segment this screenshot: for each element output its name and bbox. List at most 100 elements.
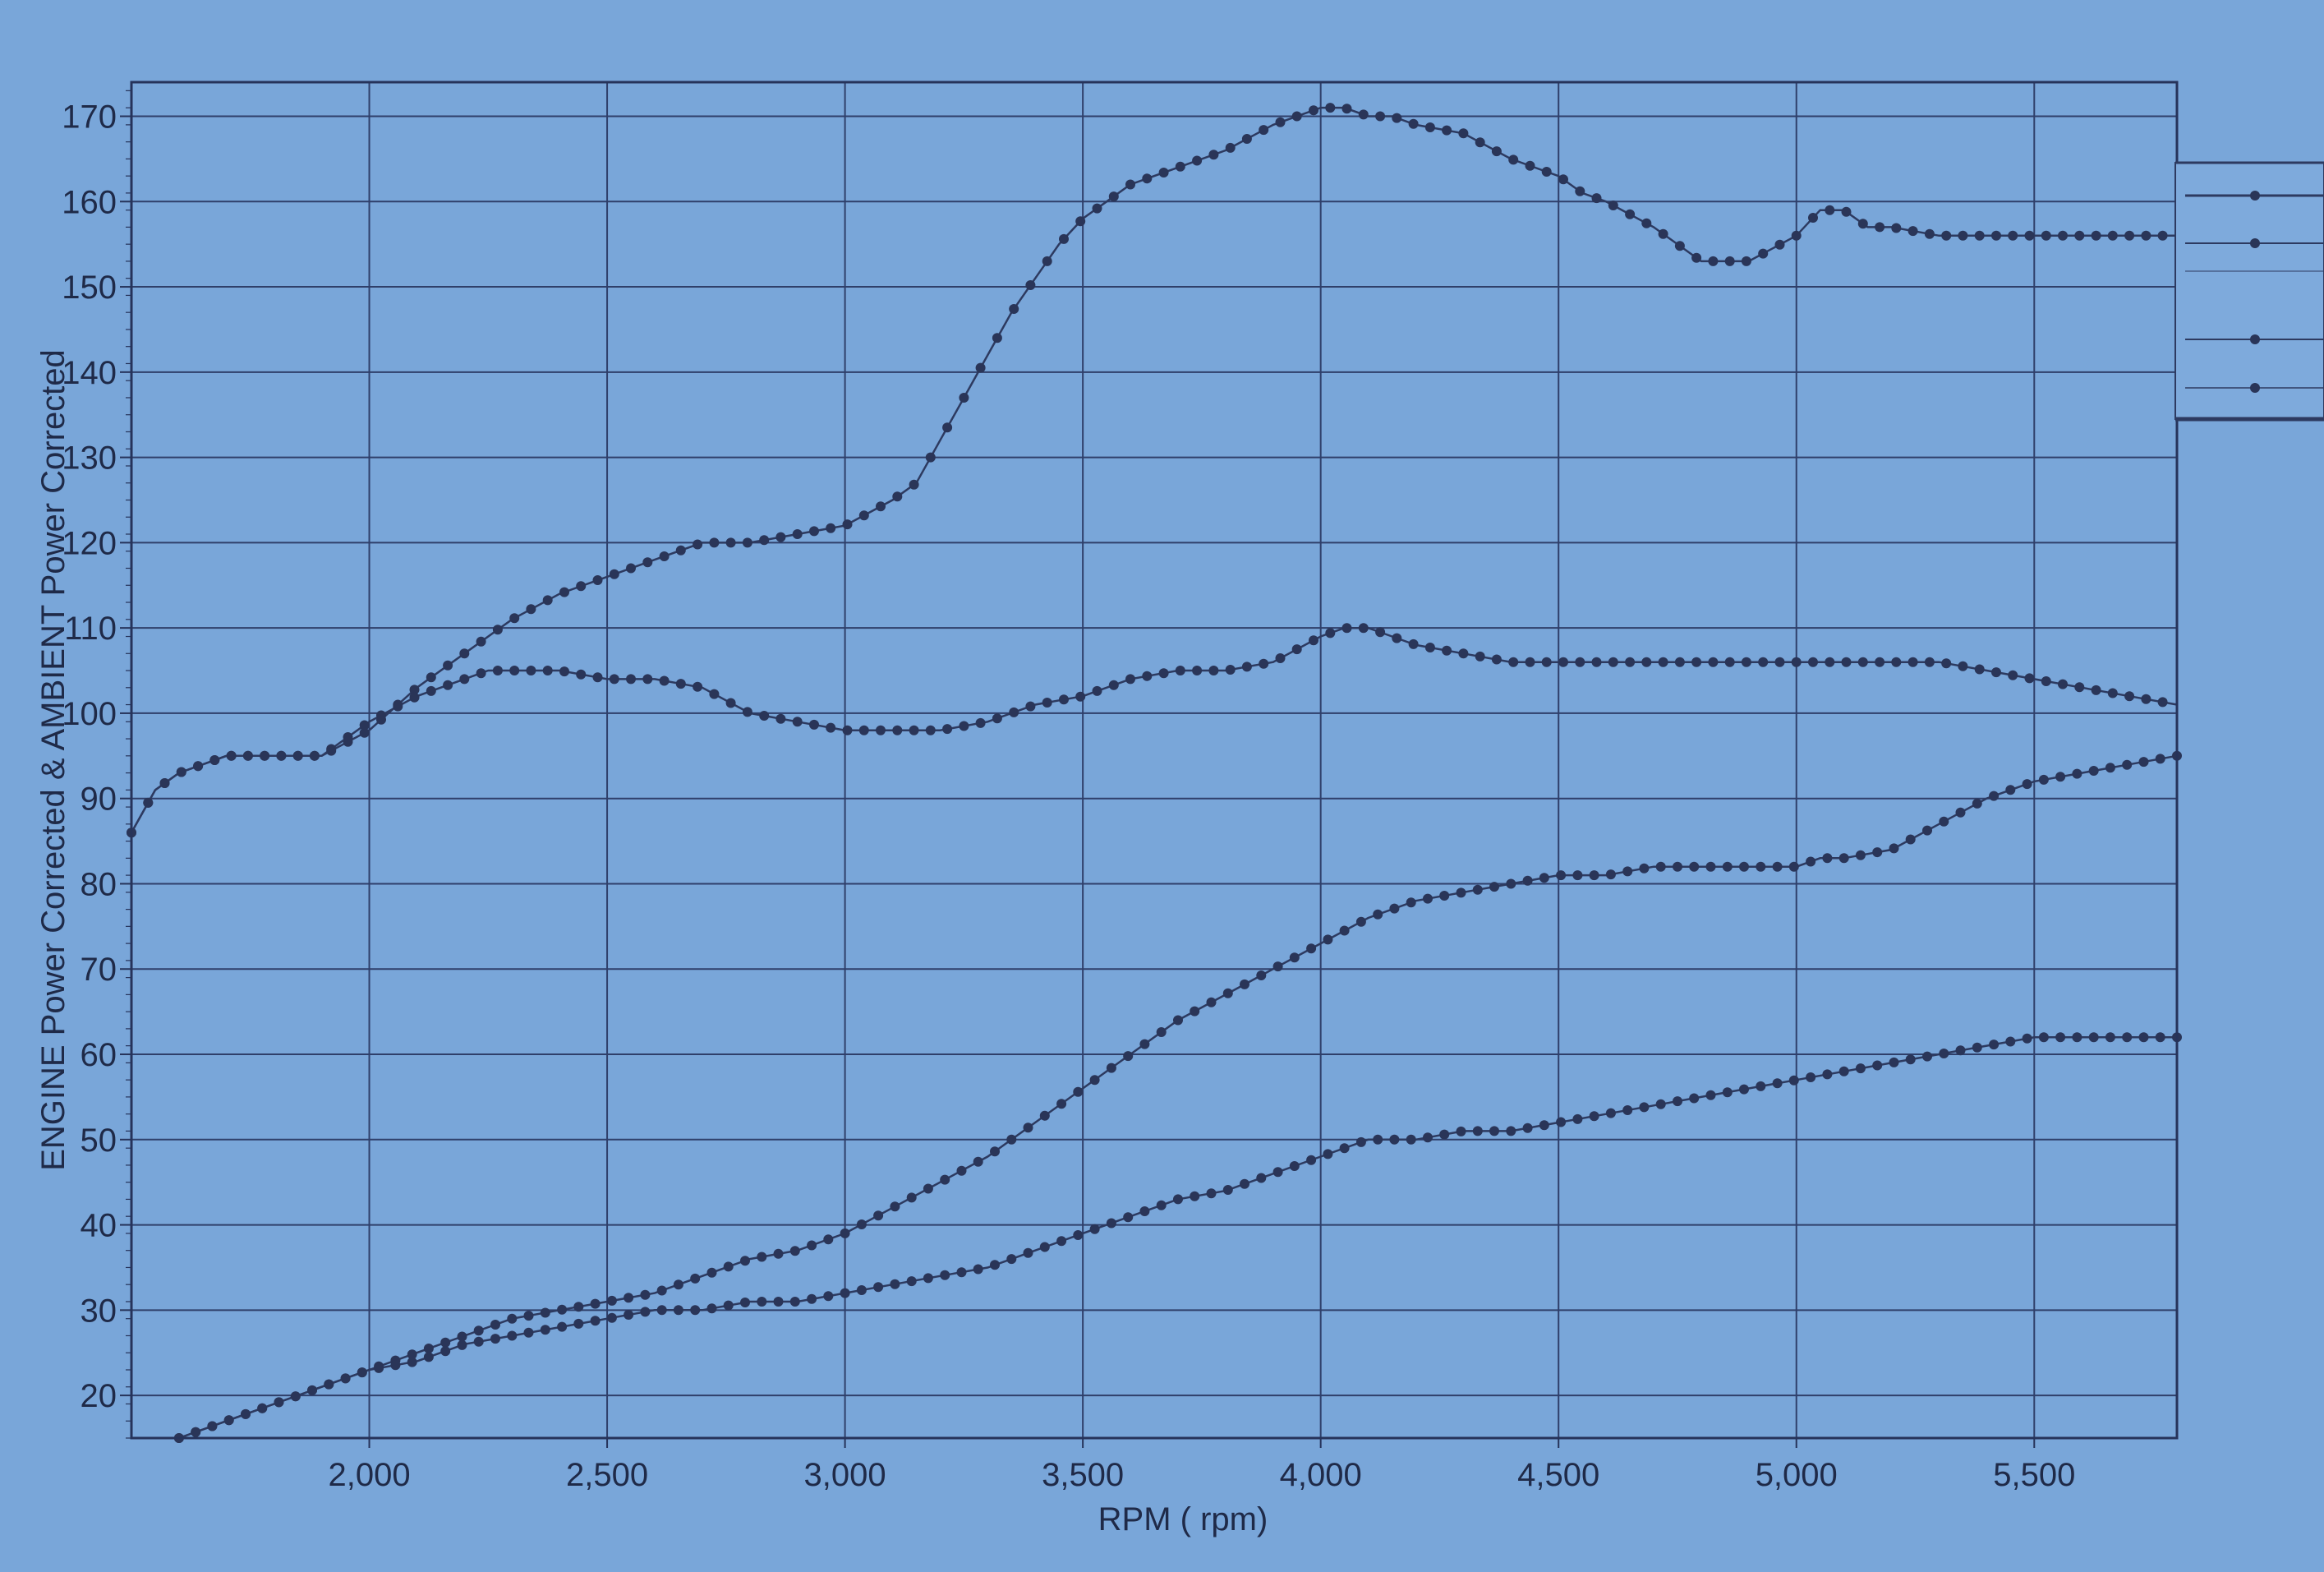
- series-2-point: [1591, 657, 1602, 667]
- series-3-point: [1989, 791, 2000, 801]
- series-3-point: [2055, 772, 2066, 782]
- series-4-point: [1972, 1042, 1982, 1053]
- y-tick-label: 80: [81, 866, 117, 902]
- series-3-point: [856, 1219, 867, 1229]
- series-4-point: [1989, 1040, 2000, 1050]
- series-4-point: [407, 1357, 417, 1367]
- series-2-point: [1841, 657, 1852, 667]
- series-3-point: [473, 1325, 484, 1336]
- series-4-point: [2038, 1032, 2049, 1043]
- series-1-point: [909, 479, 919, 490]
- series-3-point: [1339, 925, 1350, 936]
- series-4-point: [340, 1373, 351, 1384]
- series-3-point: [1089, 1075, 1100, 1086]
- series-4-point: [507, 1330, 518, 1341]
- series-4-point: [640, 1307, 651, 1317]
- series-1-point: [1608, 201, 1618, 210]
- series-4-point: [656, 1305, 667, 1316]
- series-1-point: [2141, 230, 2151, 241]
- legend-marker-4: [2250, 383, 2260, 393]
- series-4-point: [390, 1360, 401, 1371]
- series-4-point: [823, 1291, 834, 1302]
- series-4-point: [1373, 1134, 1383, 1145]
- series-4-point: [1622, 1105, 1633, 1115]
- series-2-point: [2124, 691, 2135, 702]
- series-2-point: [492, 666, 503, 675]
- series-1-point: [693, 539, 703, 550]
- series-1-point: [1475, 137, 1485, 148]
- series-3-point: [1822, 853, 1833, 864]
- series-1-point: [892, 491, 903, 502]
- series-4-point: [1855, 1063, 1866, 1074]
- series-4-point: [940, 1270, 950, 1280]
- series-2-point: [2074, 682, 2085, 693]
- series-2-point: [1908, 657, 1918, 667]
- series-2-point: [1674, 657, 1685, 667]
- series-3-point: [1240, 979, 1249, 989]
- series-2-point: [809, 719, 819, 730]
- series-1-point: [975, 362, 986, 373]
- series-1-point: [1259, 125, 1269, 136]
- series-3-point: [1705, 861, 1716, 872]
- series-1-point: [559, 587, 569, 597]
- series-4-point: [573, 1318, 584, 1329]
- series-3-point: [624, 1293, 634, 1303]
- series-2-point: [1558, 657, 1568, 667]
- series-2-point: [1475, 651, 1485, 662]
- series-4-point: [807, 1293, 817, 1304]
- series-4-point: [374, 1362, 384, 1373]
- series-4-point: [1639, 1102, 1650, 1113]
- y-tick-label: 140: [62, 355, 117, 391]
- series-3-point: [1639, 863, 1650, 874]
- series-3-point: [940, 1174, 950, 1185]
- series-3-point: [1572, 870, 1583, 881]
- series-1-point: [842, 519, 853, 530]
- series-4-point: [191, 1427, 201, 1437]
- series-2-point: [1108, 680, 1119, 690]
- series-4-point: [2088, 1032, 2099, 1043]
- series-3-point: [1905, 834, 1916, 845]
- series-4-point: [673, 1305, 683, 1316]
- series-3-point: [1039, 1110, 1050, 1121]
- series-1-point: [809, 526, 819, 537]
- series-1-point: [542, 595, 553, 606]
- series-1-point: [1691, 252, 1702, 263]
- series-1-point: [359, 727, 370, 738]
- series-1-point: [1009, 304, 1019, 314]
- series-3-point: [1306, 943, 1317, 954]
- series-1-point: [1408, 118, 1419, 129]
- legend-marker-2: [2250, 238, 2260, 248]
- series-1-point: [1208, 150, 1219, 160]
- series-1-point: [1442, 125, 1452, 136]
- series-4-point: [324, 1379, 334, 1390]
- series-1-point: [1309, 105, 1318, 116]
- series-2-point: [1808, 657, 1818, 667]
- series-2-point: [858, 725, 869, 735]
- series-3-point: [1539, 873, 1549, 883]
- series-4-point: [2105, 1032, 2115, 1043]
- series-3-point: [1123, 1051, 1134, 1062]
- series-1-point: [1958, 230, 1968, 241]
- series-2-point: [959, 721, 969, 731]
- series-3-point: [1806, 856, 1816, 867]
- series-2-point: [1875, 657, 1885, 667]
- series-4-point: [207, 1421, 218, 1431]
- series-4-point: [890, 1279, 900, 1289]
- series-4-point: [1073, 1230, 1084, 1240]
- series-3-point: [1256, 970, 1267, 980]
- y-tick-label: 20: [81, 1378, 117, 1414]
- series-1-point: [792, 529, 803, 539]
- series-3-point: [423, 1344, 434, 1353]
- y-tick-label: 100: [62, 696, 117, 732]
- series-2-point: [775, 713, 786, 724]
- series-3-point: [457, 1331, 467, 1342]
- series-3-point: [740, 1256, 750, 1266]
- legend-entry-series-1: [2185, 191, 2324, 201]
- legend-entry-series-4: [2185, 383, 2324, 393]
- series-2-point: [1341, 623, 1352, 634]
- series-4-point: [1506, 1126, 1516, 1136]
- series-4-point: [1472, 1126, 1483, 1136]
- series-2-point: [143, 797, 154, 808]
- series-3-point: [1206, 997, 1217, 1007]
- series-3-point: [1173, 1015, 1183, 1026]
